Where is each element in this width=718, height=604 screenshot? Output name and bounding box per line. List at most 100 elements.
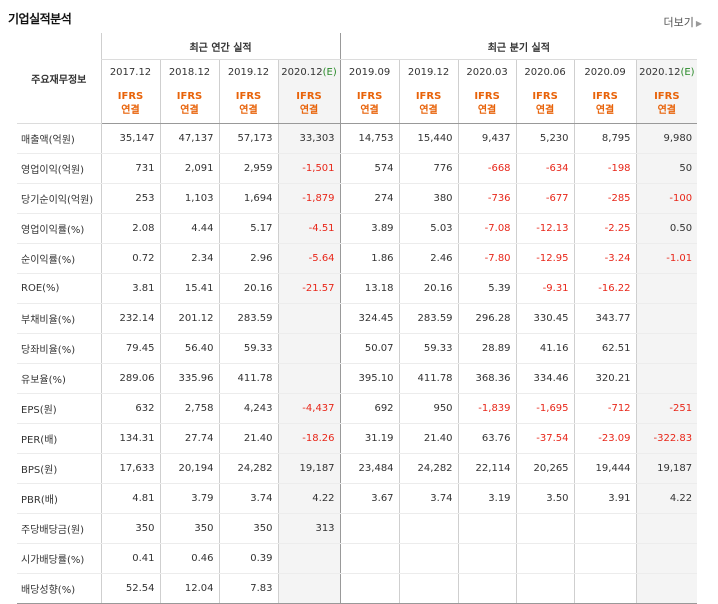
table-row: PBR(배) 4.81 3.79 3.74 4.22 3.67 3.74 3.19 3.50 3.… [17,483,698,514]
period-label: 2017.12 [109,67,152,78]
table-row: ROE(%) 3.81 15.41 20.16 -21.57 13.18 20.16 5.39… [17,273,698,304]
table-row: 시가배당률(%) 0.41 0.46 0.39 [17,543,698,574]
table-row: BPS(원) 17,633 20,194 24,282 19,187 23,484 24,2… [17,453,698,484]
value-cell: 4.44 [159,213,219,244]
value-cell: 15.41 [159,273,219,304]
value-cell: 776 [398,153,459,184]
value-cell: -7.08 [457,213,517,244]
value-cell [573,513,637,544]
financial-table: 주요재무정보 최근 연간 실적 최근 분기 실적 2017.12 2018.12 2019… [17,33,698,604]
value-cell: -1,879 [277,183,341,214]
value-cell: 3.74 [218,483,278,514]
value-cell: 289.06 [100,363,160,394]
period-header: 2019.12 [218,59,278,85]
value-cell [515,543,575,574]
accounting-scope: 연결 [419,105,438,116]
value-cell: -5.64 [277,243,341,274]
value-cell: 411.78 [218,363,278,394]
value-cell [277,543,341,574]
value-cell: 23,484 [339,453,400,484]
table-row: 유보율(%) 289.06 335.96 411.78 395.10 411.78 368.… [17,363,698,394]
value-cell: 4.81 [100,483,160,514]
value-cell: 320.21 [573,363,637,394]
value-cell [398,543,459,574]
value-cell: 41.16 [515,333,575,364]
row-label: ROE(%) [17,273,101,304]
value-cell: -1,695 [515,393,575,424]
accounting-standard: IFRS [235,91,262,102]
chevron-right-icon: ▶ [695,19,702,28]
value-cell [339,543,400,574]
value-cell: -16.22 [573,273,637,304]
header-group-annual: 최근 연간 실적 [100,33,341,60]
accounting-scope: 연결 [595,105,615,116]
value-cell: 56.40 [159,333,219,364]
value-cell: 283.59 [218,303,278,334]
table-row: 영업이익률(%) 2.08 4.44 5.17 -4.51 3.89 5.03 -7.08 -1… [17,213,698,244]
value-cell: 350 [100,513,160,544]
value-cell: 692 [339,393,400,424]
value-cell: 350 [218,513,278,544]
value-cell: -12.95 [515,243,575,274]
value-cell [277,573,341,604]
value-cell: 0.41 [100,543,160,574]
value-cell: 52.54 [100,573,160,604]
value-cell: 20,194 [159,453,219,484]
value-cell: 19,187 [635,453,698,484]
value-cell [635,273,698,304]
row-label: 순이익률(%) [17,243,101,274]
value-cell: 731 [100,153,160,184]
value-cell: 334.46 [515,363,575,394]
value-cell: 3.91 [573,483,637,514]
value-cell: 79.45 [100,333,160,364]
value-cell: 3.67 [339,483,400,514]
value-cell: 47,137 [159,123,219,154]
value-cell: 0.46 [159,543,219,574]
value-cell: 7.83 [218,573,278,604]
value-cell: 17,633 [100,453,160,484]
value-cell [457,573,517,604]
period-label: 2020.12 [639,67,681,78]
period-header: 2019.12 [398,59,459,85]
accounting-basis: IFRS 연결 [515,85,575,124]
row-label: EPS(원) [17,393,101,424]
period-header: 2020.12(E) [277,59,341,85]
row-label: 배당성향(%) [17,573,101,604]
value-cell: 5.03 [398,213,459,244]
value-cell [457,543,517,574]
value-cell: 63.76 [457,423,517,454]
value-cell: 632 [100,393,160,424]
accounting-basis: IFRS 연결 [635,85,698,124]
accounting-basis: IFRS 연결 [277,85,341,124]
value-cell: 5,230 [515,123,575,154]
value-cell: 19,444 [573,453,637,484]
value-cell: 62.51 [573,333,637,364]
value-cell: -251 [635,393,698,424]
period-label: 2019.09 [348,67,391,78]
table-row: 부채비율(%) 232.14 201.12 283.59 324.45 283.59 296… [17,303,698,334]
value-cell: 3.81 [100,273,160,304]
value-cell: 1,694 [218,183,278,214]
value-cell: -1,839 [457,393,517,424]
value-cell: 5.39 [457,273,517,304]
value-cell: -1,501 [277,153,341,184]
more-link[interactable]: 더보기 ▶ [663,14,702,30]
value-cell: 50.07 [339,333,400,364]
value-cell: 232.14 [100,303,160,334]
value-cell [635,363,698,394]
value-cell: -18.26 [277,423,341,454]
value-cell: 296.28 [457,303,517,334]
value-cell: 350 [159,513,219,544]
value-cell: -1.01 [635,243,698,274]
value-cell [515,513,575,544]
value-cell: 22,114 [457,453,517,484]
accounting-basis: IFRS 연결 [573,85,637,124]
value-cell [635,573,698,604]
value-cell: -712 [573,393,637,424]
value-cell: 395.10 [339,363,400,394]
value-cell [339,573,400,604]
value-cell: 1.86 [339,243,400,274]
value-cell [277,363,341,394]
value-cell: 3.79 [159,483,219,514]
accounting-basis: IFRS 연결 [457,85,517,124]
